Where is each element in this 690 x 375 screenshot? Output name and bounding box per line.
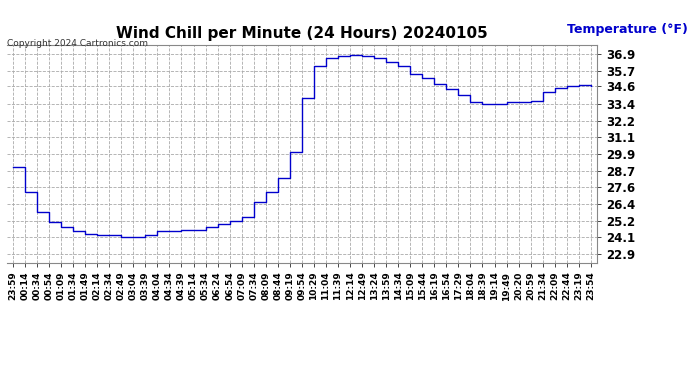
Text: Temperature (°F): Temperature (°F) [567,23,689,36]
Title: Wind Chill per Minute (24 Hours) 20240105: Wind Chill per Minute (24 Hours) 2024010… [116,26,488,41]
Text: Copyright 2024 Cartronics.com: Copyright 2024 Cartronics.com [7,39,148,48]
